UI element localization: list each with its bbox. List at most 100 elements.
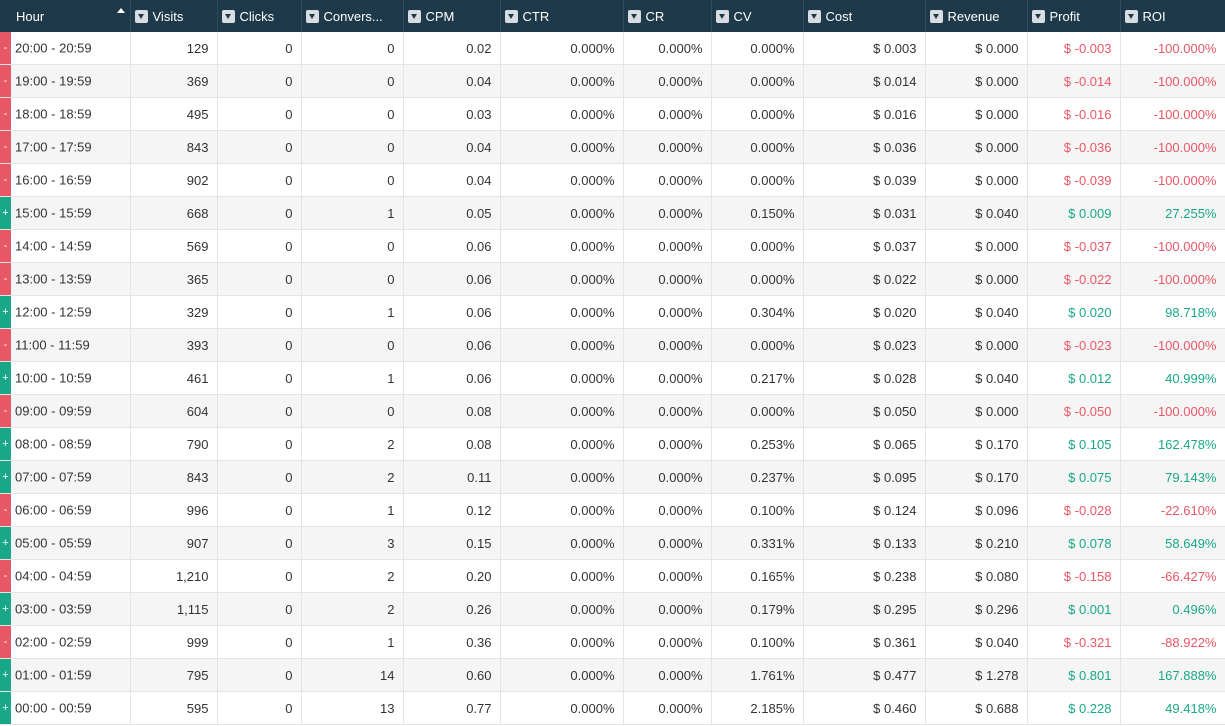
cell-hour: -13:00 - 13:59 — [0, 262, 131, 296]
table-row[interactable]: -06:00 - 06:59 996 0 1 0.12 0.000% 0.000% 0.100… — [0, 493, 1225, 527]
row-status-indicator[interactable]: + — [0, 527, 11, 559]
table-row[interactable]: +08:00 - 08:59 790 0 2 0.08 0.000% 0.000% 0.253… — [0, 427, 1225, 461]
table-row[interactable]: +01:00 - 01:59 795 0 14 0.60 0.000% 0.000% 1.76… — [0, 658, 1225, 692]
column-header-cr[interactable]: CR — [623, 0, 712, 32]
cell-clicks: 0 — [217, 32, 302, 65]
cell-clicks: 0 — [217, 295, 302, 329]
filter-icon[interactable] — [627, 10, 641, 24]
column-header-revenue[interactable]: Revenue — [925, 0, 1028, 32]
table-row[interactable]: -16:00 - 16:59 902 0 0 0.04 0.000% 0.000% 0.000… — [0, 163, 1225, 197]
cell-roi: -88.922% — [1120, 625, 1225, 659]
table-row[interactable]: +12:00 - 12:59 329 0 1 0.06 0.000% 0.000% 0.304… — [0, 295, 1225, 329]
cell-clicks: 0 — [217, 625, 302, 659]
column-header-cpm[interactable]: CPM — [403, 0, 501, 32]
table-row[interactable]: -17:00 - 17:59 843 0 0 0.04 0.000% 0.000% 0.000… — [0, 130, 1225, 164]
row-status-indicator[interactable]: - — [0, 263, 11, 295]
cell-cr: 0.000% — [623, 526, 712, 560]
hour-range: 06:00 - 06:59 — [15, 502, 92, 518]
table-row[interactable]: +07:00 - 07:59 843 0 2 0.11 0.000% 0.000% 0.237… — [0, 460, 1225, 494]
row-status-indicator[interactable]: + — [0, 593, 11, 625]
row-status-indicator[interactable]: + — [0, 296, 11, 328]
cell-visits: 843 — [130, 130, 218, 164]
filter-icon[interactable] — [407, 10, 421, 24]
cell-cost: $ 0.036 — [803, 130, 926, 164]
cell-revenue: $ 0.000 — [925, 394, 1028, 428]
table-row[interactable]: +15:00 - 15:59 668 0 1 0.05 0.000% 0.000% 0.150… — [0, 196, 1225, 230]
column-header-ctr[interactable]: CTR — [500, 0, 624, 32]
row-status-indicator[interactable]: - — [0, 560, 11, 592]
cell-ctr: 0.000% — [500, 427, 624, 461]
filter-icon[interactable] — [504, 10, 518, 24]
column-header-visits[interactable]: Visits — [130, 0, 218, 32]
column-header-cv[interactable]: CV — [711, 0, 804, 32]
filter-icon[interactable] — [305, 10, 319, 24]
filter-icon[interactable] — [715, 10, 729, 24]
column-header-cost[interactable]: Cost — [803, 0, 926, 32]
row-status-indicator[interactable]: + — [0, 692, 11, 724]
row-status-indicator[interactable]: - — [0, 164, 11, 196]
cell-profit: $ -0.014 — [1027, 64, 1121, 98]
table-row[interactable]: +05:00 - 05:59 907 0 3 0.15 0.000% 0.000% 0.331… — [0, 526, 1225, 560]
row-status-indicator[interactable]: - — [0, 131, 11, 163]
cell-ctr: 0.000% — [500, 229, 624, 263]
table-row[interactable]: +00:00 - 00:59 595 0 13 0.77 0.000% 0.000% 2.18… — [0, 691, 1225, 725]
cell-revenue: $ 0.688 — [925, 691, 1028, 725]
row-status-indicator[interactable]: - — [0, 395, 11, 427]
cell-hour: -14:00 - 14:59 — [0, 229, 131, 263]
table-row[interactable]: -09:00 - 09:59 604 0 0 0.08 0.000% 0.000% 0.000… — [0, 394, 1225, 428]
table-row[interactable]: -11:00 - 11:59 393 0 0 0.06 0.000% 0.000% 0.000… — [0, 328, 1225, 362]
filter-icon[interactable] — [134, 10, 148, 24]
table-row[interactable]: -13:00 - 13:59 365 0 0 0.06 0.000% 0.000% 0.000… — [0, 262, 1225, 296]
table-row[interactable]: +03:00 - 03:59 1,115 0 2 0.26 0.000% 0.000% 0.1… — [0, 592, 1225, 626]
column-header-profit[interactable]: Profit — [1027, 0, 1121, 32]
table-row[interactable]: -02:00 - 02:59 999 0 1 0.36 0.000% 0.000% 0.100… — [0, 625, 1225, 659]
row-status-indicator[interactable]: + — [0, 461, 11, 493]
cell-hour: +05:00 - 05:59 — [0, 526, 131, 560]
row-status-indicator[interactable]: + — [0, 428, 11, 460]
cell-cost: $ 0.460 — [803, 691, 926, 725]
table-row[interactable]: -18:00 - 18:59 495 0 0 0.03 0.000% 0.000% 0.000… — [0, 97, 1225, 131]
filter-icon[interactable] — [929, 10, 943, 24]
cell-hour: -16:00 - 16:59 — [0, 163, 131, 197]
cell-roi: -100.000% — [1120, 32, 1225, 65]
cell-cr: 0.000% — [623, 328, 712, 362]
hour-range: 04:00 - 04:59 — [15, 568, 92, 584]
filter-icon[interactable] — [1031, 10, 1045, 24]
row-status-indicator[interactable]: + — [0, 659, 11, 691]
table-row[interactable]: -19:00 - 19:59 369 0 0 0.04 0.000% 0.000% 0.000… — [0, 64, 1225, 98]
cell-hour: +10:00 - 10:59 — [0, 361, 131, 395]
table-row[interactable]: -20:00 - 20:59 129 0 0 0.02 0.000% 0.000% 0.000… — [0, 32, 1225, 65]
table-row[interactable]: -04:00 - 04:59 1,210 0 2 0.20 0.000% 0.000% 0.1… — [0, 559, 1225, 593]
cell-cv: 0.304% — [711, 295, 804, 329]
cell-cpm: 0.77 — [403, 691, 501, 725]
filter-icon[interactable] — [807, 10, 821, 24]
column-header-conversions[interactable]: Convers... — [301, 0, 404, 32]
column-header-hour[interactable]: Hour — [0, 0, 131, 32]
filter-icon[interactable] — [1124, 10, 1138, 24]
cell-hour: -09:00 - 09:59 — [0, 394, 131, 428]
cell-roi: 49.418% — [1120, 691, 1225, 725]
cell-cr: 0.000% — [623, 625, 712, 659]
column-header-clicks[interactable]: Clicks — [217, 0, 302, 32]
row-status-indicator[interactable]: + — [0, 362, 11, 394]
table-row[interactable]: -14:00 - 14:59 569 0 0 0.06 0.000% 0.000% 0.000… — [0, 229, 1225, 263]
row-status-indicator[interactable]: - — [0, 32, 11, 64]
filter-icon[interactable] — [221, 10, 235, 24]
cell-conversions: 2 — [301, 592, 404, 626]
row-status-indicator[interactable]: + — [0, 197, 11, 229]
cell-cv: 0.000% — [711, 97, 804, 131]
row-status-indicator[interactable]: - — [0, 494, 11, 526]
cell-profit: $ 0.009 — [1027, 196, 1121, 230]
cell-roi: 98.718% — [1120, 295, 1225, 329]
row-status-indicator[interactable]: - — [0, 98, 11, 130]
row-status-indicator[interactable]: - — [0, 230, 11, 262]
column-header-roi[interactable]: ROI — [1120, 0, 1225, 32]
cell-cr: 0.000% — [623, 427, 712, 461]
sort-asc-icon[interactable] — [116, 8, 125, 13]
cell-visits: 129 — [130, 32, 218, 65]
table-row[interactable]: +10:00 - 10:59 461 0 1 0.06 0.000% 0.000% 0.217… — [0, 361, 1225, 395]
row-status-indicator[interactable]: - — [0, 65, 11, 97]
row-status-indicator[interactable]: - — [0, 329, 11, 361]
cell-cpm: 0.04 — [403, 64, 501, 98]
row-status-indicator[interactable]: - — [0, 626, 11, 658]
